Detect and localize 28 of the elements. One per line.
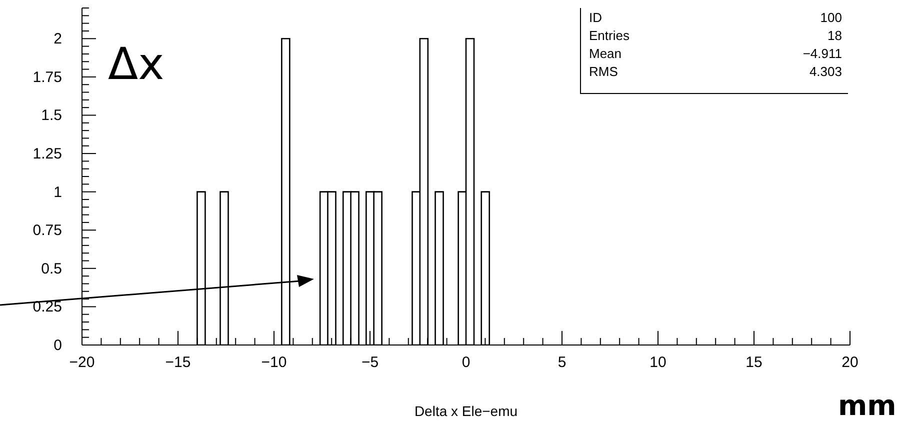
- x-tick-label: 15: [746, 354, 762, 371]
- y-tick-label: 1: [54, 184, 62, 201]
- text: mm: [838, 388, 896, 424]
- x-axis-title: Delta x Ele−emu: [414, 403, 518, 419]
- x-tick-label: 0: [462, 354, 470, 371]
- annotation: ID: [589, 10, 602, 27]
- x-tick-label: −15: [165, 354, 191, 371]
- annotation: RMS: [589, 64, 618, 81]
- y-tick-label: 0.5: [41, 260, 62, 278]
- y-tick-label: 2: [54, 30, 62, 48]
- x-tick-label: −20: [69, 354, 95, 371]
- y-tick-label: 1.25: [32, 146, 62, 163]
- annotation: 4.303: [809, 64, 842, 81]
- annotation: Δx: [108, 39, 164, 90]
- x-tick-label: 10: [650, 354, 666, 371]
- x-tick-label: 5: [558, 354, 566, 371]
- annotation: Mean: [589, 46, 622, 63]
- y-tick-label: 1.5: [41, 107, 62, 124]
- x-tick-label: −5: [361, 354, 379, 371]
- x-tick-label: −10: [261, 354, 287, 371]
- y-tick-label: 0: [54, 337, 62, 354]
- annotation: Entries: [589, 28, 630, 45]
- x-tick-label: 20: [842, 354, 858, 371]
- annotation: −4.911: [802, 46, 842, 63]
- annotation: 100: [820, 10, 842, 27]
- annotation: 18: [828, 28, 842, 45]
- y-tick-label: 1.75: [32, 68, 62, 86]
- y-tick-label: 0.75: [32, 222, 62, 240]
